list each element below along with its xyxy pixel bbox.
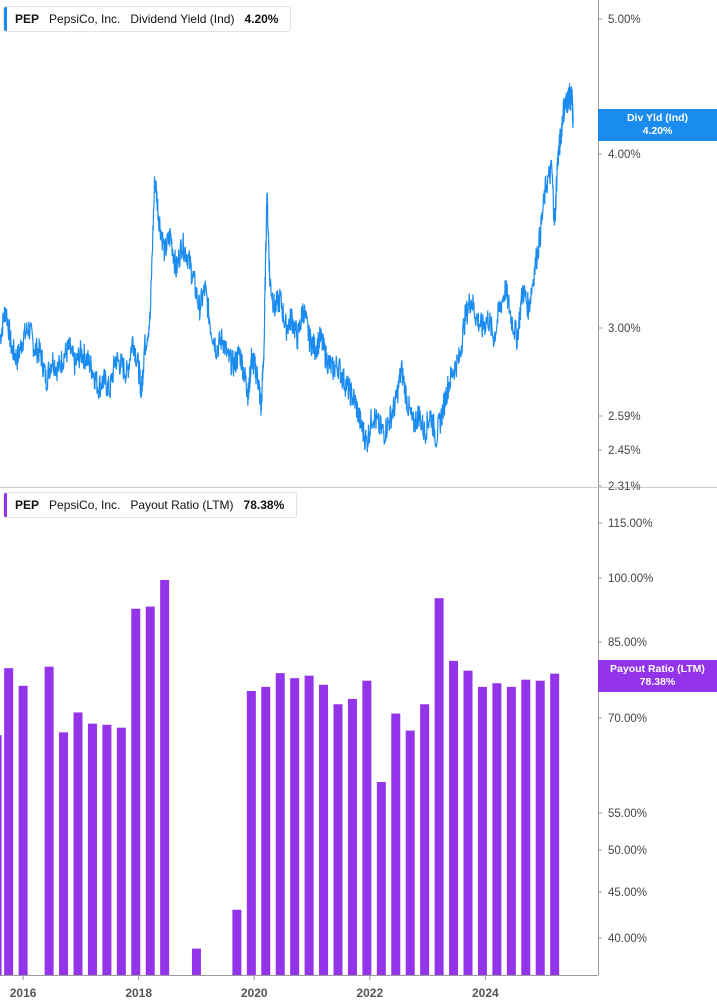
payout-bar <box>304 675 314 975</box>
bottom-legend-symbol: PEP <box>15 498 40 512</box>
x-tick-label: 2022 <box>356 986 383 1000</box>
bottom-y-tick-label: 85.00% <box>608 637 647 649</box>
payout-bar <box>362 680 372 975</box>
top-legend-swatch <box>4 7 7 31</box>
x-tick-label: 2024 <box>472 986 499 1000</box>
payout-bar <box>4 668 14 975</box>
payout-bar <box>550 673 560 975</box>
payout-bar <box>405 730 415 975</box>
payout-bar <box>434 598 444 975</box>
payout-bar <box>275 673 285 975</box>
payout-bar <box>420 704 430 975</box>
bottom-y-tick-label: 40.00% <box>608 933 647 945</box>
payout-bar <box>0 735 2 975</box>
top-y-tick-label: 5.00% <box>608 14 641 26</box>
bottom-y-tick-label: 45.00% <box>608 887 647 899</box>
top-y-tick-label: 2.59% <box>608 411 641 423</box>
bottom-y-tick-label: 50.00% <box>608 845 647 857</box>
payout-bar <box>191 948 201 975</box>
top-legend-symbol: PEP <box>15 12 40 26</box>
bottom-legend-metric: Payout Ratio (LTM) <box>130 498 234 512</box>
payout-bar <box>506 686 516 975</box>
payout-bar <box>477 686 487 975</box>
top-y-tick-label: 4.00% <box>608 149 641 161</box>
payout-bar <box>145 606 155 975</box>
x-tick-label: 2020 <box>241 986 268 1000</box>
payout-ratio-flag-label: Payout Ratio (LTM) <box>610 663 705 675</box>
x-tick-label: 2018 <box>125 986 152 1000</box>
top-legend: PEP PepsiCo, Inc. Dividend Yield (Ind) 4… <box>3 6 292 32</box>
payout-bar <box>261 686 271 975</box>
dividend-yield-line <box>0 83 574 453</box>
bottom-legend: PEP PepsiCo, Inc. Payout Ratio (LTM) 78.… <box>3 492 298 518</box>
dividend-yield-flag-value: 4.20% <box>642 125 673 137</box>
top-y-tick-label: 2.45% <box>608 445 641 457</box>
top-legend-metric: Dividend Yield (Ind) <box>130 12 235 26</box>
payout-bar <box>333 704 343 975</box>
bottom-y-tick-label: 115.00% <box>608 518 653 530</box>
payout-ratio-flag: Payout Ratio (LTM) 78.38% <box>598 660 717 692</box>
payout-ratio-bars <box>0 579 560 975</box>
payout-bar <box>18 685 28 975</box>
bottom-y-tick-label: 100.00% <box>608 573 653 585</box>
payout-bar <box>535 680 545 975</box>
payout-bar <box>347 698 357 975</box>
payout-bar <box>492 683 502 975</box>
payout-bar <box>290 678 300 975</box>
bottom-legend-company: PepsiCo, Inc. <box>49 498 121 512</box>
payout-ratio-flag-value: 78.38% <box>639 676 676 688</box>
payout-bar <box>73 712 83 975</box>
bottom-legend-value: 78.38% <box>243 498 285 512</box>
payout-bar <box>160 579 170 975</box>
payout-bar <box>376 782 386 975</box>
top-y-tick-label: 2.31% <box>608 481 641 493</box>
payout-bar <box>87 723 97 975</box>
dividend-yield-flag: Div Yld (Ind) 4.20% <box>598 109 717 141</box>
payout-bar <box>521 679 531 975</box>
payout-bar <box>391 713 401 975</box>
payout-bar <box>319 684 329 975</box>
payout-bar <box>102 724 112 975</box>
top-legend-company: PepsiCo, Inc. <box>49 12 121 26</box>
top-legend-value: 4.20% <box>244 12 279 26</box>
payout-bar <box>44 666 54 975</box>
payout-bar <box>463 670 473 975</box>
payout-bar <box>246 690 256 975</box>
x-tick-label: 2016 <box>10 986 37 1000</box>
payout-bar <box>232 909 242 975</box>
bottom-y-tick-label: 70.00% <box>608 713 647 725</box>
dividend-yield-flag-label: Div Yld (Ind) <box>626 112 689 124</box>
bottom-legend-swatch <box>4 493 7 517</box>
payout-bar <box>59 732 69 975</box>
payout-bar <box>131 608 141 975</box>
bottom-y-tick-label: 55.00% <box>608 808 647 820</box>
payout-bar <box>449 660 459 975</box>
payout-bar <box>116 727 126 975</box>
top-y-tick-label: 3.00% <box>608 323 641 335</box>
